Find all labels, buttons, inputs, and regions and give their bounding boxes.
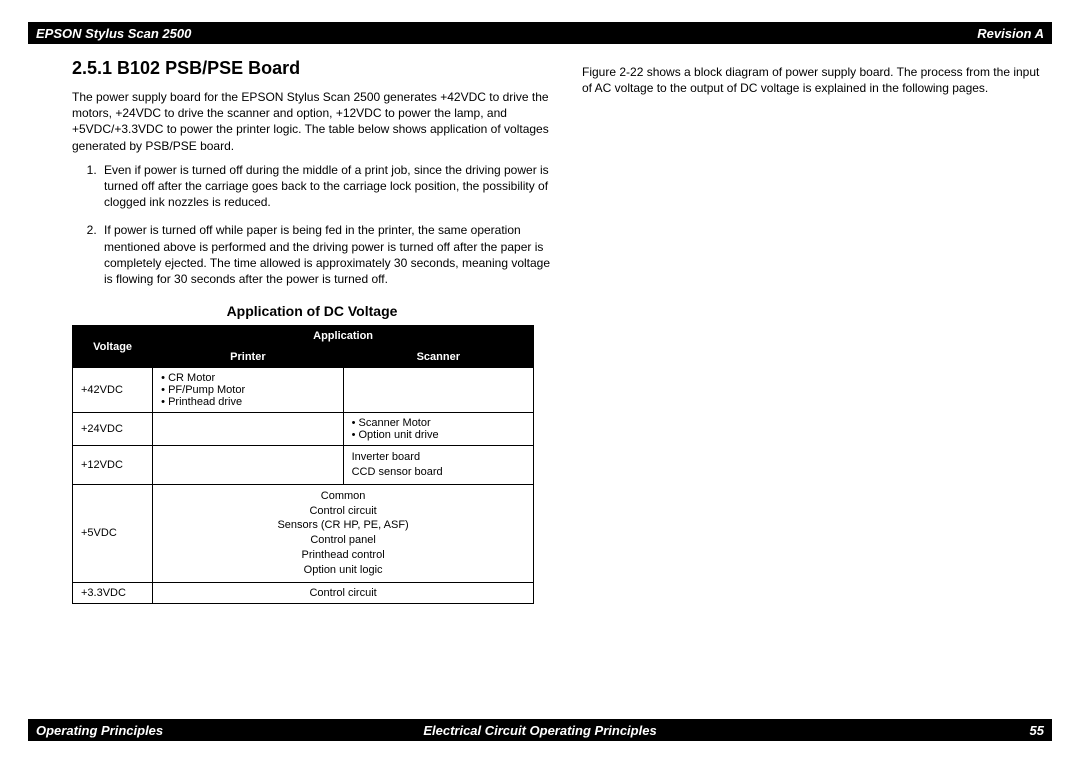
line-item: Printhead control xyxy=(161,548,525,563)
left-column: 2.5.1 B102 PSB/PSE Board The power suppl… xyxy=(72,58,552,604)
cell-printer: CR Motor PF/Pump Motor Printhead drive xyxy=(153,368,343,413)
table-title: Application of DC Voltage xyxy=(72,303,552,319)
table-row: +24VDC Scanner Motor Option unit drive xyxy=(73,413,534,446)
th-printer: Printer xyxy=(153,347,343,368)
cell-voltage: +5VDC xyxy=(73,484,153,582)
bullet-item: Printhead drive xyxy=(161,396,334,408)
table-row: +42VDC CR Motor PF/Pump Motor Printhead … xyxy=(73,368,534,413)
voltage-table: Voltage Application Printer Scanner +42V… xyxy=(72,325,534,604)
table-row: +12VDC Inverter board CCD sensor board xyxy=(73,446,534,485)
note-item: If power is turned off while paper is be… xyxy=(100,222,552,287)
note-item: Even if power is turned off during the m… xyxy=(100,162,552,211)
right-column: Figure 2-22 shows a block diagram of pow… xyxy=(582,58,1050,604)
header-right: Revision A xyxy=(977,26,1044,41)
line-item: Sensors (CR HP, PE, ASF) xyxy=(161,518,525,533)
cell-scanner: Inverter board CCD sensor board xyxy=(343,446,533,485)
bullet-item: PF/Pump Motor xyxy=(161,384,334,396)
cell-printer xyxy=(153,446,343,485)
cell-voltage: +42VDC xyxy=(73,368,153,413)
cell-scanner xyxy=(343,368,533,413)
line-item: Common xyxy=(161,489,525,504)
cell-scanner: Scanner Motor Option unit drive xyxy=(343,413,533,446)
intro-paragraph: The power supply board for the EPSON Sty… xyxy=(72,89,552,154)
right-paragraph: Figure 2-22 shows a block diagram of pow… xyxy=(582,64,1050,96)
line-item: Control circuit xyxy=(161,504,525,519)
cell-merged: Control circuit xyxy=(153,582,534,603)
line-item: CCD sensor board xyxy=(352,465,525,480)
bullet-item: Scanner Motor xyxy=(352,417,525,429)
bullet-item: Option unit drive xyxy=(352,429,525,441)
th-scanner: Scanner xyxy=(343,347,533,368)
line-item: Option unit logic xyxy=(161,563,525,578)
bullet-item: CR Motor xyxy=(161,372,334,384)
cell-voltage: +12VDC xyxy=(73,446,153,485)
cell-merged: Common Control circuit Sensors (CR HP, P… xyxy=(153,484,534,582)
header-bar: EPSON Stylus Scan 2500 Revision A xyxy=(28,22,1052,44)
footer-right: 55 xyxy=(1030,723,1044,738)
th-voltage: Voltage xyxy=(73,326,153,368)
footer-bar: Operating Principles Electrical Circuit … xyxy=(28,719,1052,741)
th-application: Application xyxy=(153,326,534,347)
cell-voltage: +24VDC xyxy=(73,413,153,446)
table-row: +5VDC Common Control circuit Sensors (CR… xyxy=(73,484,534,582)
content-area: 2.5.1 B102 PSB/PSE Board The power suppl… xyxy=(72,58,1050,604)
footer-center: Electrical Circuit Operating Principles xyxy=(423,723,656,738)
cell-printer xyxy=(153,413,343,446)
line-item: Inverter board xyxy=(352,450,525,465)
notes-list: Even if power is turned off during the m… xyxy=(72,162,552,287)
cell-voltage: +3.3VDC xyxy=(73,582,153,603)
line-item: Control panel xyxy=(161,533,525,548)
footer-left: Operating Principles xyxy=(36,723,163,738)
section-title: 2.5.1 B102 PSB/PSE Board xyxy=(72,58,552,79)
table-row: +3.3VDC Control circuit xyxy=(73,582,534,603)
header-left: EPSON Stylus Scan 2500 xyxy=(36,26,191,41)
